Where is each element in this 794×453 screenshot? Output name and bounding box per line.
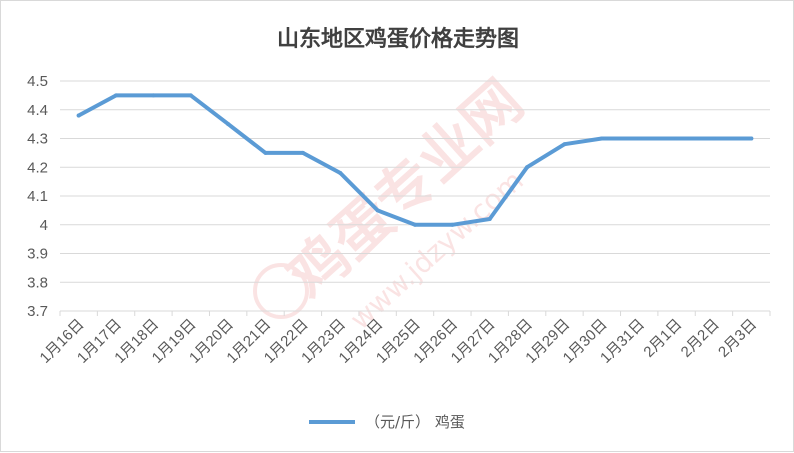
data-point bbox=[300, 150, 305, 155]
data-point bbox=[749, 136, 754, 141]
data-point bbox=[338, 171, 343, 175]
legend: （元/斤） 鸡蛋 bbox=[309, 413, 465, 431]
y-tick-label: 4.5 bbox=[27, 73, 48, 90]
data-point bbox=[525, 165, 530, 170]
y-tick-label: 4.4 bbox=[27, 102, 48, 119]
data-point bbox=[151, 93, 156, 98]
data-point bbox=[226, 122, 231, 127]
y-tick-label: 4.2 bbox=[27, 159, 48, 176]
chart-title: 山东地区鸡蛋价格走势图 bbox=[277, 26, 519, 52]
series-lines bbox=[76, 93, 754, 227]
x-tick-label: 2月1日 bbox=[640, 316, 685, 361]
y-tick-label: 3.8 bbox=[27, 274, 48, 291]
x-axis-tick-labels: 1月16日1月17日1月18日1月19日1月20日1月21日1月22日1月23日… bbox=[37, 316, 761, 367]
data-point bbox=[711, 136, 716, 141]
data-point bbox=[562, 142, 567, 147]
data-point bbox=[263, 150, 268, 155]
y-tick-label: 4.3 bbox=[27, 131, 48, 148]
data-point bbox=[674, 136, 679, 141]
y-tick-label: 4.1 bbox=[27, 188, 48, 205]
x-tick-label: 2月2日 bbox=[678, 316, 723, 361]
data-point bbox=[188, 93, 193, 98]
x-tick-label: 2月3日 bbox=[715, 316, 760, 361]
data-point bbox=[599, 136, 604, 141]
y-tick-label: 3.9 bbox=[27, 246, 48, 263]
y-axis-tick-labels: 4.5 4.4 4.3 4.2 4.1 4 3.9 3.8 3.7 bbox=[27, 73, 48, 320]
gridlines bbox=[59, 80, 771, 316]
y-tick-label: 4 bbox=[40, 217, 48, 234]
data-point bbox=[76, 113, 81, 118]
data-point bbox=[114, 93, 119, 98]
y-tick-label: 3.7 bbox=[27, 303, 48, 320]
data-point bbox=[487, 217, 492, 221]
data-point bbox=[413, 222, 417, 227]
data-point bbox=[375, 208, 380, 213]
data-point bbox=[450, 222, 455, 227]
data-point bbox=[637, 136, 642, 141]
watermark-logo: 鸡蛋专业网 www.jdzyw.com bbox=[253, 67, 536, 336]
legend-label: （元/斤） 鸡蛋 bbox=[365, 413, 465, 431]
